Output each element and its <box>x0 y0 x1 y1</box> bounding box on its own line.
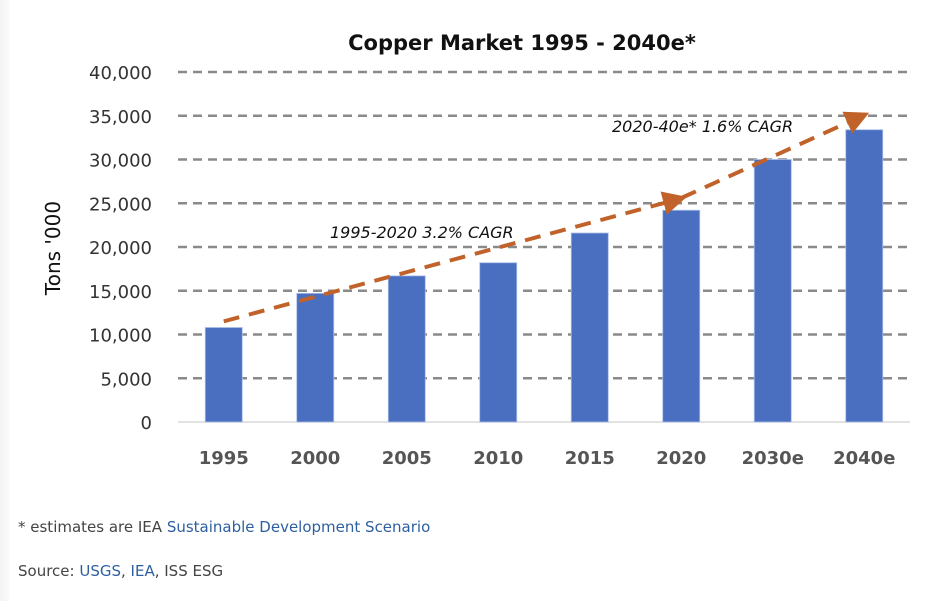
x-tick-label: 1995 <box>199 448 249 469</box>
bar-2010 <box>479 262 518 423</box>
y-tick-label: 25,000 <box>89 194 152 215</box>
y-tick-label: 0 <box>141 413 152 434</box>
bar-2030e <box>753 159 792 423</box>
y-tick-label: 35,000 <box>89 107 152 128</box>
cagr-annotation: 1995-2020 3.2% CAGR <box>330 223 514 242</box>
footnote: * estimates are IEA Sustainable Developm… <box>18 518 430 536</box>
x-tick-label: 2010 <box>473 448 523 469</box>
trend-arrow <box>680 111 870 200</box>
bar-2040e <box>845 129 884 423</box>
bars <box>204 129 884 423</box>
y-tick-label: 30,000 <box>89 151 152 172</box>
source-prefix: Source: <box>18 562 80 580</box>
bar-2005 <box>387 275 426 423</box>
source-separator: , <box>121 562 131 580</box>
bar-2020 <box>662 209 701 423</box>
bar-2000 <box>296 292 335 423</box>
x-tick-label: 2005 <box>382 448 432 469</box>
footnote-prefix: * estimates are IEA <box>18 518 167 536</box>
source-link-iea[interactable]: IEA <box>130 562 155 580</box>
bar-2015 <box>570 232 609 423</box>
left-edge <box>0 0 10 601</box>
x-tick-label: 2030e <box>742 448 804 469</box>
y-tick-label: 5,000 <box>100 369 152 390</box>
source-suffix: , ISS ESG <box>154 562 224 580</box>
annotations: 1995-2020 3.2% CAGR 2020-40e* 1.6% CAGR <box>330 117 793 242</box>
y-tick-label: 10,000 <box>89 326 152 347</box>
scenario-link[interactable]: Sustainable Development Scenario <box>166 518 431 536</box>
y-tick-label: 40,000 <box>89 63 152 84</box>
x-tick-labels: 1995 2000 2005 2010 2015 2020 2030e 2040e <box>199 448 896 469</box>
bar-1995 <box>204 327 243 423</box>
x-tick-label: 2040e <box>833 448 895 469</box>
chart-title: Copper Market 1995 - 2040e* <box>348 31 696 55</box>
trend-arrows <box>223 111 870 324</box>
x-tick-label: 2015 <box>565 448 615 469</box>
source-link-usgs[interactable]: USGS <box>79 562 121 580</box>
source-line: Source: USGS, IEA, ISS ESG <box>18 562 223 580</box>
x-tick-label: 2000 <box>290 448 340 469</box>
copper-market-chart: Copper Market 1995 - 2040e* Tons '000 0 5… <box>41 31 910 469</box>
x-tick-label: 2020 <box>656 448 706 469</box>
gridlines <box>178 70 910 423</box>
y-axis-label: Tons '000 <box>41 201 65 296</box>
y-tick-labels: 0 5,000 10,000 15,000 20,000 25,000 30,000 35,0… <box>89 63 152 434</box>
y-tick-label: 15,000 <box>89 282 152 303</box>
y-tick-label: 20,000 <box>89 238 152 259</box>
cagr-annotation: 2020-40e* 1.6% CAGR <box>612 117 793 136</box>
